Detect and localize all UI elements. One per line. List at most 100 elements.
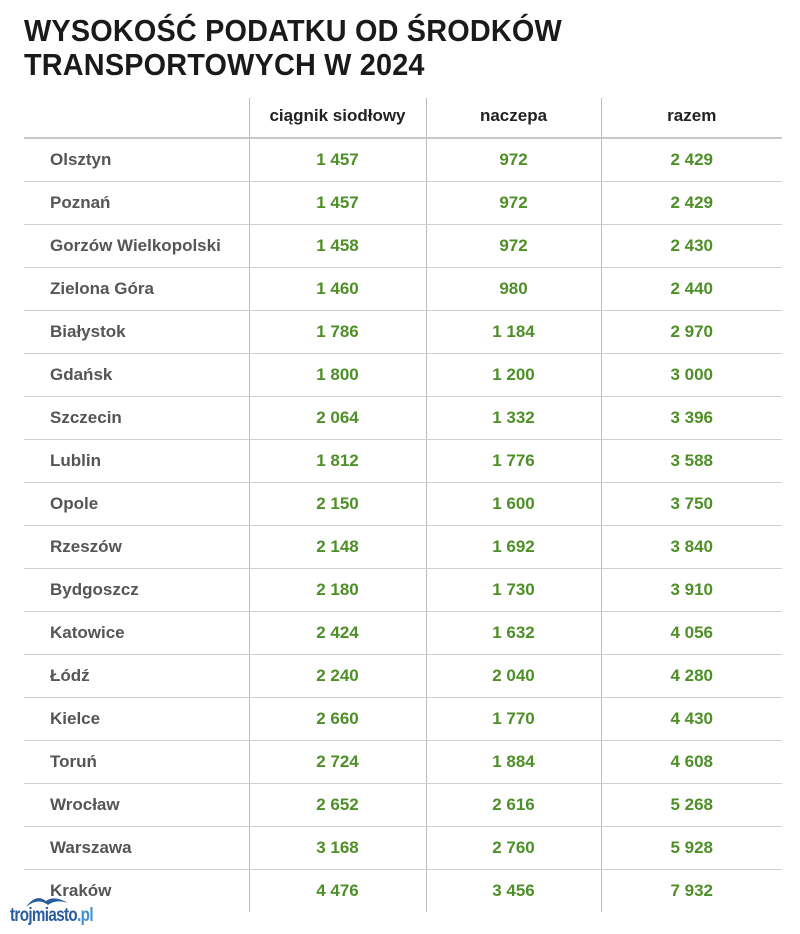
tax-value: 1 457 bbox=[248, 181, 426, 225]
tax-value: 4 608 bbox=[600, 740, 782, 784]
tax-value: 4 280 bbox=[600, 654, 782, 698]
title-line-2: TRANSPORTOWYCH W 2024 bbox=[24, 47, 425, 82]
table-row: Białystok 1 786 1 184 2 970 bbox=[24, 310, 782, 354]
city-name: Opole bbox=[24, 482, 249, 526]
tax-value: 972 bbox=[425, 224, 601, 268]
tax-value: 2 064 bbox=[248, 396, 426, 440]
tax-value: 1 884 bbox=[425, 740, 601, 784]
table-row: Poznań 1 457 972 2 429 bbox=[24, 181, 782, 225]
city-name: Warszawa bbox=[24, 826, 249, 870]
city-name: Kielce bbox=[24, 697, 249, 741]
table-row: Gdańsk 1 800 1 200 3 000 bbox=[24, 353, 782, 397]
tax-value: 2 652 bbox=[248, 783, 426, 827]
tax-value: 1 200 bbox=[425, 353, 601, 397]
tax-value: 5 268 bbox=[600, 783, 782, 827]
city-name: Olsztyn bbox=[24, 138, 249, 182]
tax-value: 1 457 bbox=[248, 138, 426, 182]
tax-value: 3 168 bbox=[248, 826, 426, 870]
tax-value: 980 bbox=[425, 267, 601, 311]
tax-table: ciągnik siodłowy naczepa razem Olsztyn 1 45… bbox=[24, 98, 782, 912]
table-row: Olsztyn 1 457 972 2 429 bbox=[24, 138, 782, 182]
tax-value: 3 750 bbox=[600, 482, 782, 526]
tax-value: 1 332 bbox=[425, 396, 601, 440]
table-header-row: ciągnik siodłowy naczepa razem bbox=[24, 98, 782, 139]
city-name: Białystok bbox=[24, 310, 249, 354]
table-row: Łódź 2 240 2 040 4 280 bbox=[24, 654, 782, 698]
tax-value: 2 148 bbox=[248, 525, 426, 569]
city-name: Gorzów Wielkopolski bbox=[24, 224, 249, 268]
seagull-icon bbox=[26, 898, 68, 907]
column-header: ciągnik siodłowy bbox=[248, 98, 426, 139]
table-row: Toruń 2 724 1 884 4 608 bbox=[24, 740, 782, 784]
tax-value: 2 660 bbox=[248, 697, 426, 741]
header-city bbox=[24, 98, 249, 139]
table-row: Warszawa 3 168 2 760 5 928 bbox=[24, 826, 782, 870]
tax-value: 3 840 bbox=[600, 525, 782, 569]
trojmiasto-logo: trojmiasto.pl bbox=[10, 893, 120, 929]
tax-value: 1 458 bbox=[248, 224, 426, 268]
tax-value: 972 bbox=[425, 138, 601, 182]
city-name: Lublin bbox=[24, 439, 249, 483]
tax-value: 3 000 bbox=[600, 353, 782, 397]
tax-value: 1 600 bbox=[425, 482, 601, 526]
table-row: Szczecin 2 064 1 332 3 396 bbox=[24, 396, 782, 440]
tax-value: 1 800 bbox=[248, 353, 426, 397]
city-name: Rzeszów bbox=[24, 525, 249, 569]
tax-value: 2 040 bbox=[425, 654, 601, 698]
table-row: Kielce 2 660 1 770 4 430 bbox=[24, 697, 782, 741]
tax-value: 1 786 bbox=[248, 310, 426, 354]
tax-value: 4 430 bbox=[600, 697, 782, 741]
city-name: Poznań bbox=[24, 181, 249, 225]
tax-value: 1 770 bbox=[425, 697, 601, 741]
city-name: Szczecin bbox=[24, 396, 249, 440]
tax-value: 2 970 bbox=[600, 310, 782, 354]
tax-value: 972 bbox=[425, 181, 601, 225]
city-name: Łódź bbox=[24, 654, 249, 698]
tax-value: 2 440 bbox=[600, 267, 782, 311]
city-name: Katowice bbox=[24, 611, 249, 655]
tax-value: 2 424 bbox=[248, 611, 426, 655]
tax-value: 2 616 bbox=[425, 783, 601, 827]
tax-value: 3 456 bbox=[425, 869, 601, 912]
tax-value: 2 180 bbox=[248, 568, 426, 612]
tax-value: 1 692 bbox=[425, 525, 601, 569]
tax-value: 1 632 bbox=[425, 611, 601, 655]
page-title: WYSOKOŚĆ PODATKU OD ŚRODKÓW TRANSPORTOWY… bbox=[24, 14, 602, 82]
tax-value: 5 928 bbox=[600, 826, 782, 870]
tax-value: 2 429 bbox=[600, 138, 782, 182]
city-name: Kraków bbox=[50, 881, 112, 900]
tax-value: 2 760 bbox=[425, 826, 601, 870]
tax-value: 4 476 bbox=[248, 869, 426, 912]
tax-value: 3 910 bbox=[600, 568, 782, 612]
table-row: Gorzów Wielkopolski 1 458 972 2 430 bbox=[24, 224, 782, 268]
table-row: Katowice 2 424 1 632 4 056 bbox=[24, 611, 782, 655]
table-row: Bydgoszcz 2 180 1 730 3 910 bbox=[24, 568, 782, 612]
city-name: Zielona Góra bbox=[24, 267, 249, 311]
tax-value: 1 812 bbox=[248, 439, 426, 483]
city-name: Bydgoszcz bbox=[24, 568, 249, 612]
logo-suffix: .pl bbox=[77, 905, 93, 926]
tax-value: 3 588 bbox=[600, 439, 782, 483]
tax-value: 1 776 bbox=[425, 439, 601, 483]
tax-value: 4 056 bbox=[600, 611, 782, 655]
tax-value: 2 429 bbox=[600, 181, 782, 225]
tax-value: 1 460 bbox=[248, 267, 426, 311]
city-name: Wrocław bbox=[24, 783, 249, 827]
tax-value: 7 932 bbox=[600, 869, 782, 912]
tax-value: 2 724 bbox=[248, 740, 426, 784]
table-row: Opole 2 150 1 600 3 750 bbox=[24, 482, 782, 526]
table-row: Lublin 1 812 1 776 3 588 bbox=[24, 439, 782, 483]
tax-value: 2 430 bbox=[600, 224, 782, 268]
table-row: Rzeszów 2 148 1 692 3 840 bbox=[24, 525, 782, 569]
tax-value: 3 396 bbox=[600, 396, 782, 440]
table-row: Wrocław 2 652 2 616 5 268 bbox=[24, 783, 782, 827]
column-header: razem bbox=[600, 98, 782, 139]
logo-name: trojmiasto bbox=[10, 905, 78, 926]
tax-value: 2 240 bbox=[248, 654, 426, 698]
tax-value: 2 150 bbox=[248, 482, 426, 526]
column-header: naczepa bbox=[425, 98, 601, 139]
tax-value: 1 730 bbox=[425, 568, 601, 612]
city-name: Toruń bbox=[24, 740, 249, 784]
city-name: Gdańsk bbox=[24, 353, 249, 397]
title-line-1: WYSOKOŚĆ PODATKU OD ŚRODKÓW bbox=[24, 13, 562, 48]
